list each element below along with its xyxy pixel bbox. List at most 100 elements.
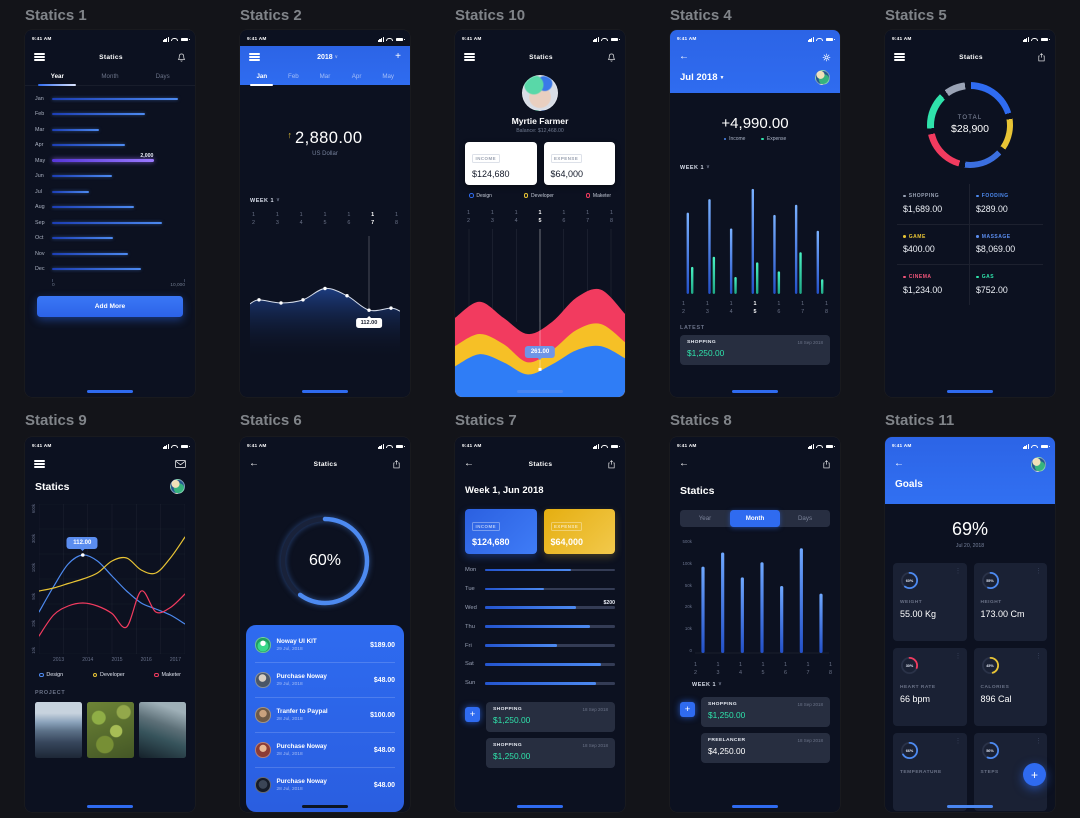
share-icon[interactable]: [607, 459, 616, 469]
avatar[interactable]: [170, 479, 185, 494]
back-arrow-icon[interactable]: ←: [679, 51, 689, 62]
tab-jan[interactable]: Jan: [246, 68, 278, 86]
month-bar-row[interactable]: Jul: [35, 184, 185, 200]
income-card[interactable]: INCOME $124,680: [465, 142, 537, 185]
month-bar-row[interactable]: May 2,000: [35, 153, 155, 164]
transaction-row[interactable]: Tranfer to Paypal 28 Jul, 2018 $100.00: [255, 698, 395, 733]
tab-apr[interactable]: Apr: [351, 73, 362, 80]
category-fooding[interactable]: FOODING $289.00: [976, 193, 1009, 214]
tab-month[interactable]: Month: [101, 73, 119, 80]
kebab-menu-icon[interactable]: ⋮: [1035, 568, 1042, 575]
category-gas[interactable]: GAS $752.00: [970, 264, 1043, 305]
expense-item-card[interactable]: SHOPPING 18 Sep 2018 $1,250.00: [486, 701, 615, 732]
home-indicator[interactable]: [517, 805, 563, 808]
month-bar-row[interactable]: Apr: [35, 138, 185, 154]
back-arrow-icon[interactable]: ←: [679, 458, 689, 469]
transaction-row[interactable]: Noway UI KIT 29 Jul, 2018 $189.00: [255, 628, 395, 663]
day-bar-row[interactable]: Thu: [465, 617, 615, 636]
month-bar-row[interactable]: Oct: [35, 231, 185, 247]
expense-item-card[interactable]: FREELANCER 18 Sep 2018 $4,250.00: [701, 732, 830, 763]
home-indicator[interactable]: [302, 390, 348, 393]
category-massage[interactable]: MASSAGE $8,069.00: [970, 223, 1043, 265]
week-selector[interactable]: WEEK 1 ∨: [250, 197, 281, 204]
month-bar-row[interactable]: Nov: [35, 246, 185, 262]
kebab-menu-icon[interactable]: ⋮: [954, 568, 962, 575]
back-arrow-icon[interactable]: ←: [464, 458, 474, 469]
add-icon[interactable]: +: [395, 51, 401, 62]
day-bar-row[interactable]: Sat: [465, 655, 615, 674]
goal-card-height[interactable]: ⋮ 55% HEIGHT 173.00 Cm: [973, 563, 1047, 641]
bell-icon[interactable]: [177, 53, 186, 62]
share-icon[interactable]: [392, 459, 401, 469]
goal-card-temperature[interactable]: ⋮ 66% TEMPERATURE: [893, 733, 967, 811]
category-game[interactable]: GAME $400.00: [897, 223, 970, 264]
tab-days[interactable]: Days: [797, 515, 813, 522]
expense-card[interactable]: EXPENSE $64,000: [543, 509, 615, 554]
mountain-lake-photo[interactable]: [35, 702, 82, 758]
tab-may[interactable]: May: [382, 73, 395, 80]
tab-year[interactable]: Year: [698, 515, 712, 522]
transaction-row[interactable]: Purchase Noway 28 Jul, 2018 $48.00: [255, 733, 395, 768]
month-bar-row[interactable]: Aug: [35, 200, 185, 216]
back-arrow-icon[interactable]: ←: [894, 458, 904, 469]
add-button[interactable]: +: [680, 701, 695, 717]
tab-month[interactable]: Month: [730, 510, 780, 527]
kebab-menu-icon[interactable]: ⋮: [954, 738, 962, 745]
goal-card-weight[interactable]: ⋮ 60% WEIGHT 55.00 Kg: [893, 563, 967, 641]
goal-card-heart-rate[interactable]: ⋮ 30% HEART RATE 66 bpm: [893, 648, 967, 726]
year-dropdown[interactable]: 2018 ∨: [317, 53, 339, 61]
category-shopping[interactable]: SHOPPING $1,689.00: [897, 184, 970, 224]
add-goal-fab[interactable]: +: [1023, 763, 1046, 786]
transaction-row[interactable]: Purchase Noway 28 Jul, 2018 $48.00: [255, 768, 395, 802]
back-arrow-icon[interactable]: ←: [249, 458, 259, 469]
month-bar-row[interactable]: Feb: [35, 107, 185, 123]
avatar[interactable]: [522, 75, 558, 111]
forest-photo[interactable]: [87, 702, 134, 758]
week-selector[interactable]: WEEK 1 ∨: [680, 164, 711, 171]
home-indicator[interactable]: [87, 805, 133, 808]
tab-feb[interactable]: Feb: [288, 73, 299, 80]
month-bar-row[interactable]: Jan: [35, 91, 185, 107]
category-cinema[interactable]: CINEMA $1,234.00: [897, 264, 970, 305]
month-bar-row[interactable]: Jun: [35, 169, 185, 185]
tab-days[interactable]: Days: [155, 73, 170, 80]
menu-icon[interactable]: [249, 52, 260, 63]
expense-item-card[interactable]: SHOPPING 18 Sep 2018 $1,250.00: [486, 737, 615, 768]
coastline-photo[interactable]: [139, 702, 186, 758]
add-more-button[interactable]: Add More: [37, 296, 183, 317]
share-icon[interactable]: [1037, 52, 1046, 62]
goal-card-calories[interactable]: ⋮ 45% CALORIES 896 Cal: [973, 648, 1047, 726]
tab-mar[interactable]: Mar: [319, 73, 331, 80]
mail-icon[interactable]: [175, 460, 186, 468]
menu-icon[interactable]: [464, 52, 475, 63]
latest-card[interactable]: SHOPPING 18 Sep 2018 $1,250.00: [680, 334, 830, 365]
tab-year[interactable]: Year: [31, 68, 84, 86]
bell-icon[interactable]: [607, 53, 616, 62]
menu-icon[interactable]: [894, 52, 905, 63]
month-dropdown[interactable]: Jul 2018 ▼: [680, 72, 725, 83]
home-indicator[interactable]: [947, 390, 993, 393]
home-indicator[interactable]: [732, 805, 778, 808]
month-bar-row[interactable]: Mar: [35, 122, 185, 138]
day-bar-row[interactable]: Fri: [465, 636, 615, 655]
kebab-menu-icon[interactable]: ⋮: [1035, 738, 1042, 745]
kebab-menu-icon[interactable]: ⋮: [954, 653, 962, 660]
gear-icon[interactable]: [822, 53, 831, 62]
avatar[interactable]: [1031, 456, 1046, 472]
day-bar-row[interactable]: Wed $200: [465, 599, 615, 611]
home-indicator[interactable]: [517, 390, 563, 393]
menu-icon[interactable]: [34, 459, 45, 470]
expense-item-card[interactable]: SHOPPING 18 Sep 2018 $1,250.00: [701, 696, 830, 727]
home-indicator[interactable]: [947, 805, 993, 808]
day-bar-row[interactable]: Sun: [465, 674, 615, 693]
month-bar-row[interactable]: Dec: [35, 262, 185, 278]
day-bar-row[interactable]: Mon: [465, 561, 615, 580]
home-indicator[interactable]: [302, 805, 348, 808]
menu-icon[interactable]: [34, 52, 45, 63]
month-bar-row[interactable]: Sep: [35, 215, 185, 231]
day-bar-row[interactable]: Tue: [465, 579, 615, 598]
add-button[interactable]: +: [465, 706, 480, 722]
home-indicator[interactable]: [87, 390, 133, 393]
avatar[interactable]: [815, 70, 830, 85]
transaction-row[interactable]: Purchase Noway 29 Jul, 2018 $48.00: [255, 663, 395, 698]
